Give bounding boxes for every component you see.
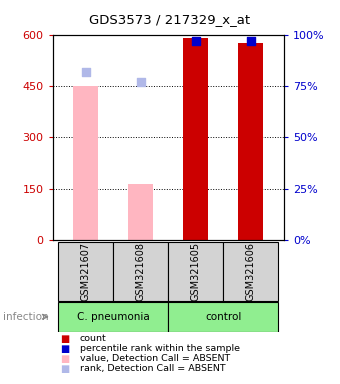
Point [193,38,199,44]
Text: GSM321606: GSM321606 [246,242,256,301]
Point [83,68,88,74]
Bar [58,302,168,332]
Bar [113,242,168,301]
Bar [238,43,263,240]
Bar [184,38,208,240]
Text: GSM321607: GSM321607 [81,242,91,301]
Point [248,38,254,44]
Bar [168,302,278,332]
Text: C. pneumonia: C. pneumonia [77,312,150,322]
Text: ■: ■ [60,334,69,344]
Text: GDS3573 / 217329_x_at: GDS3573 / 217329_x_at [89,13,251,26]
Text: ■: ■ [60,344,69,354]
Text: GSM321605: GSM321605 [191,242,201,301]
Text: ■: ■ [60,354,69,364]
Text: rank, Detection Call = ABSENT: rank, Detection Call = ABSENT [80,364,225,373]
Bar [129,184,153,240]
Bar [223,242,278,301]
Text: control: control [205,312,241,322]
Bar [168,242,223,301]
Text: infection: infection [3,312,49,322]
Text: GSM321608: GSM321608 [136,242,146,301]
Text: value, Detection Call = ABSENT: value, Detection Call = ABSENT [80,354,230,363]
Bar [73,86,98,240]
Text: count: count [80,334,107,343]
Text: ■: ■ [60,364,69,374]
Bar [58,242,113,301]
Text: percentile rank within the sample: percentile rank within the sample [80,344,240,353]
Point [138,79,143,85]
